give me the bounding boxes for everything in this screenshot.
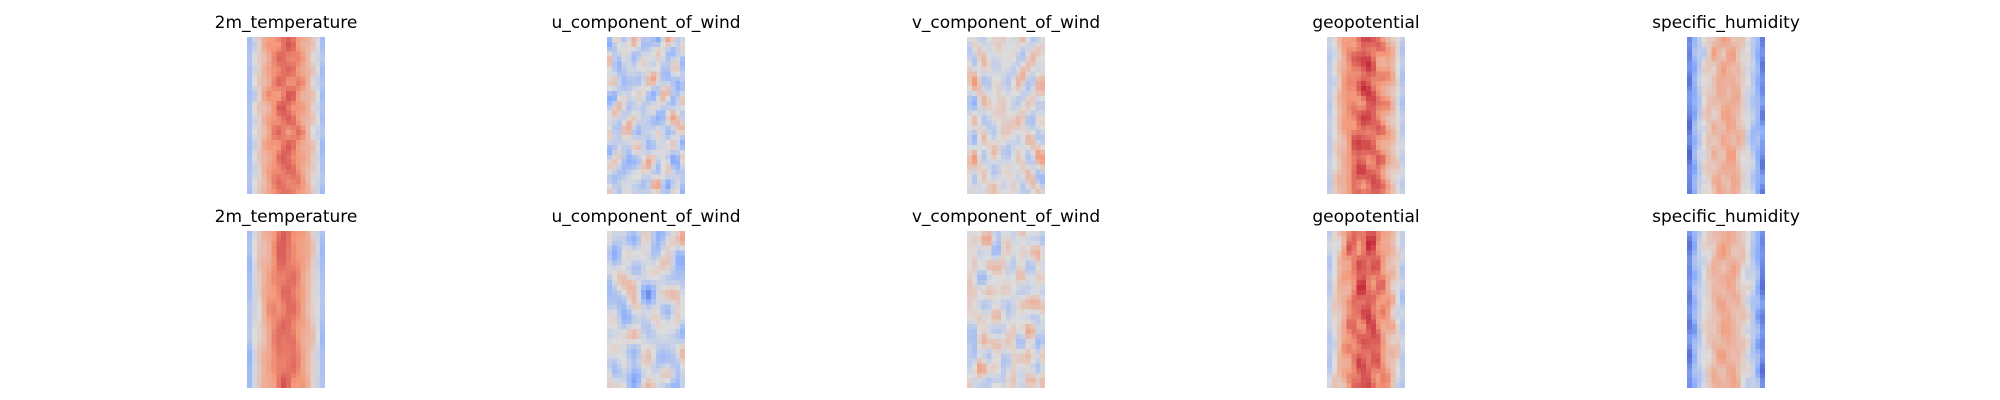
panel-title: u_component_of_wind	[551, 13, 741, 33]
heatmap-2m-temperature-top	[247, 37, 325, 194]
panel-title: 2m_temperature	[214, 13, 358, 33]
panel-title: 2m_temperature	[214, 207, 358, 227]
panel-title: specific_humidity	[1652, 207, 1800, 227]
panel-title: v_component_of_wind	[911, 207, 1101, 227]
heatmap-specific-humidity-top	[1687, 37, 1765, 194]
heatmap-geopotential-bottom	[1327, 231, 1405, 388]
heatmap-2m-temperature-bottom	[247, 231, 325, 388]
heatmap-u-component-of-wind-top	[607, 37, 685, 194]
panel-title: specific_humidity	[1652, 13, 1800, 33]
panel-title: geopotential	[1312, 207, 1420, 227]
panel-title: v_component_of_wind	[911, 13, 1101, 33]
panel-title: u_component_of_wind	[551, 207, 741, 227]
heatmap-geopotential-top	[1327, 37, 1405, 194]
heatmap-v-component-of-wind-bottom	[967, 231, 1045, 388]
heatmap-specific-humidity-bottom	[1687, 231, 1765, 388]
heatmap-u-component-of-wind-bottom	[607, 231, 685, 388]
panel-title: geopotential	[1312, 13, 1420, 33]
heatmap-v-component-of-wind-top	[967, 37, 1045, 194]
